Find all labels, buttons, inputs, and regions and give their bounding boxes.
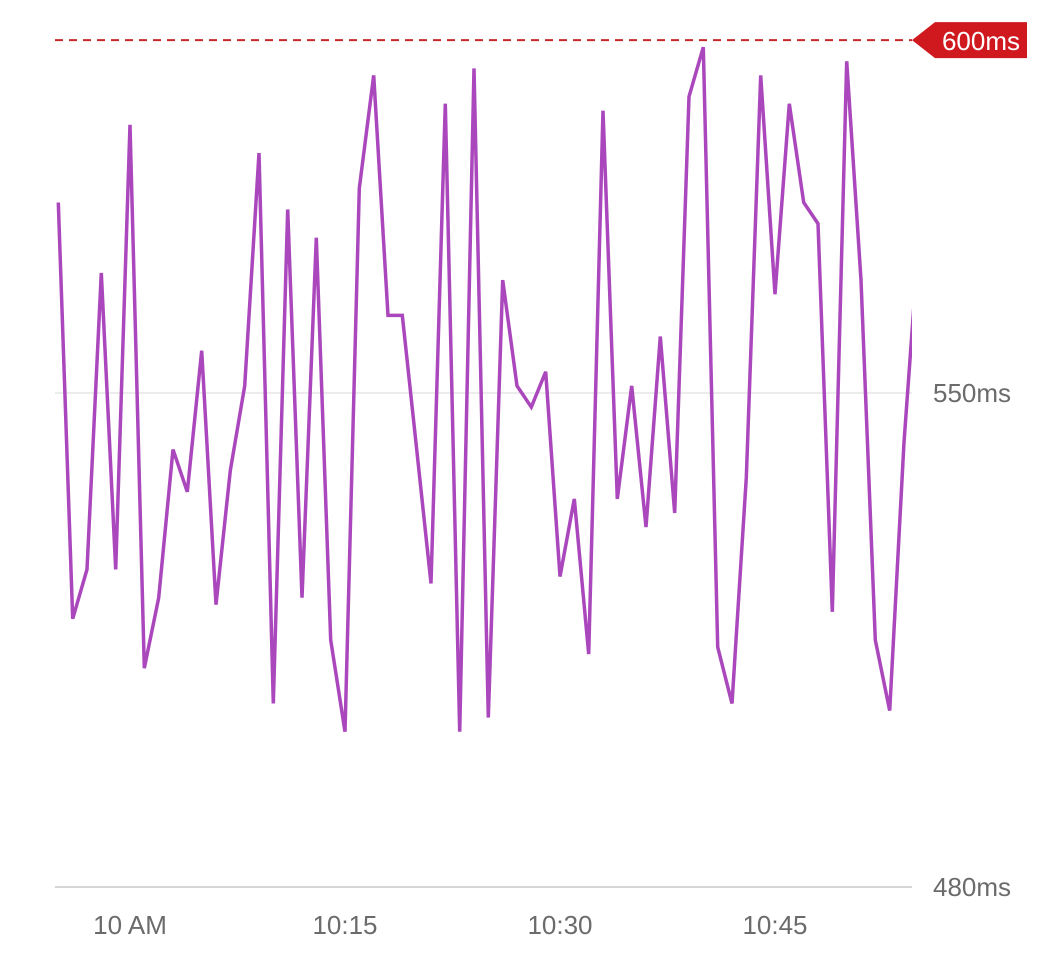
y-axis: 480ms 550ms	[933, 378, 1011, 902]
threshold-label: 600ms	[942, 26, 1020, 56]
x-tick-label: 10 AM	[93, 910, 167, 940]
x-tick-label: 10:15	[312, 910, 377, 940]
x-axis: 10 AM 10:15 10:30 10:45	[93, 910, 807, 940]
series-line	[56, 46, 912, 732]
x-tick-label: 10:45	[742, 910, 807, 940]
x-tick-label: 10:30	[527, 910, 592, 940]
y-tick-label: 480ms	[933, 872, 1011, 902]
y-tick-label: 550ms	[933, 378, 1011, 408]
threshold-badge	[912, 22, 1027, 59]
threshold-line: 600ms	[55, 22, 1027, 59]
